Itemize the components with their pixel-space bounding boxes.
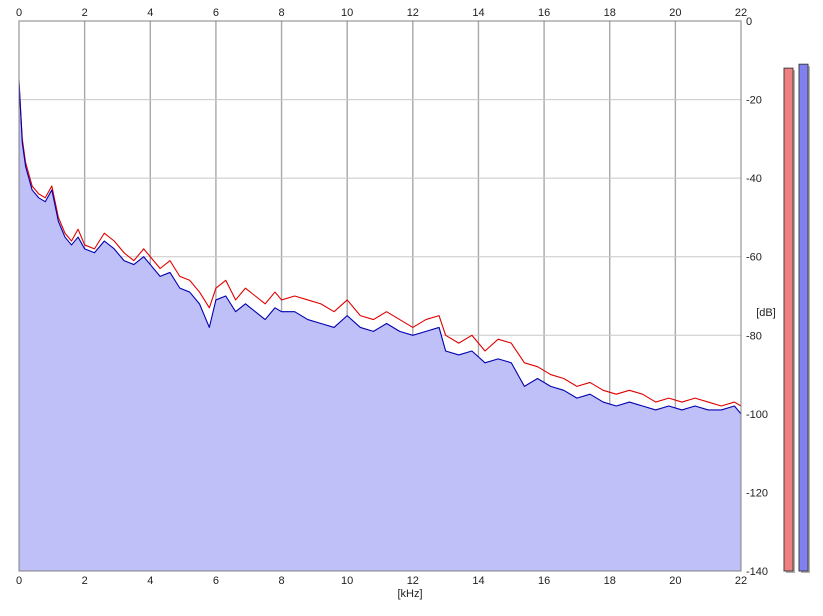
y-tick-label: -80 <box>746 330 762 342</box>
y-tick-label: -100 <box>746 409 768 421</box>
y-tick-label: -140 <box>746 566 768 578</box>
plot-frame <box>18 20 742 572</box>
y-tick-label: -40 <box>746 173 762 185</box>
y-tick-label: 0 <box>746 16 752 28</box>
x-tick-label-bottom: 8 <box>278 575 284 587</box>
x-tick-label-top: 12 <box>407 7 419 19</box>
y-tick-label: -60 <box>746 252 762 264</box>
x-tick-label-top: 16 <box>538 7 550 19</box>
x-tick-label-top: 6 <box>213 7 219 19</box>
x-tick-label-bottom: 18 <box>604 575 616 587</box>
x-tick-label-top: 18 <box>604 7 616 19</box>
series-group <box>18 79 742 571</box>
x-ticks-top: 0 2 4 6 8 10 12 14 16 18 20 22 <box>16 7 747 19</box>
y-tick-label: -20 <box>746 95 762 107</box>
level-meter-bar-1 <box>783 67 794 572</box>
x-tick-label-top: 2 <box>82 7 88 19</box>
y-tick-label: -120 <box>746 487 768 499</box>
x-tick-label-bottom: 0 <box>16 575 22 587</box>
x-tick-label-top: 22 <box>735 7 747 19</box>
x-axis-label: [kHz] <box>397 588 422 600</box>
x-tick-label-bottom: 22 <box>735 575 747 587</box>
x-tick-label-top: 20 <box>669 7 681 19</box>
x-tick-label-top: 8 <box>278 7 284 19</box>
y-ticks: 0 -20 -40 -60 -80 -100 -120 -140 <box>746 16 768 578</box>
x-tick-label-top: 0 <box>16 7 22 19</box>
x-tick-label-bottom: 4 <box>147 575 153 587</box>
x-tick-label-bottom: 12 <box>407 575 419 587</box>
level-meter-bar-2 <box>798 63 809 572</box>
spectrum-fill-area <box>19 79 741 571</box>
x-tick-label-top: 14 <box>472 7 484 19</box>
x-tick-label-top: 10 <box>341 7 353 19</box>
level-meters <box>783 63 810 574</box>
spectrum-series-line-2 <box>18 79 742 415</box>
x-tick-label-bottom: 10 <box>341 575 353 587</box>
y-axis-label: [dB] <box>756 307 776 319</box>
x-tick-label-bottom: 6 <box>213 575 219 587</box>
x-tick-label-top: 4 <box>147 7 153 19</box>
x-tick-label-bottom: 16 <box>538 575 550 587</box>
x-ticks-bottom: 0 2 4 6 8 10 12 14 16 18 20 22 <box>16 575 747 587</box>
spectrum-series-line-1 <box>18 83 742 407</box>
x-tick-label-bottom: 2 <box>82 575 88 587</box>
x-tick-label-bottom: 14 <box>472 575 484 587</box>
x-tick-label-bottom: 20 <box>669 575 681 587</box>
